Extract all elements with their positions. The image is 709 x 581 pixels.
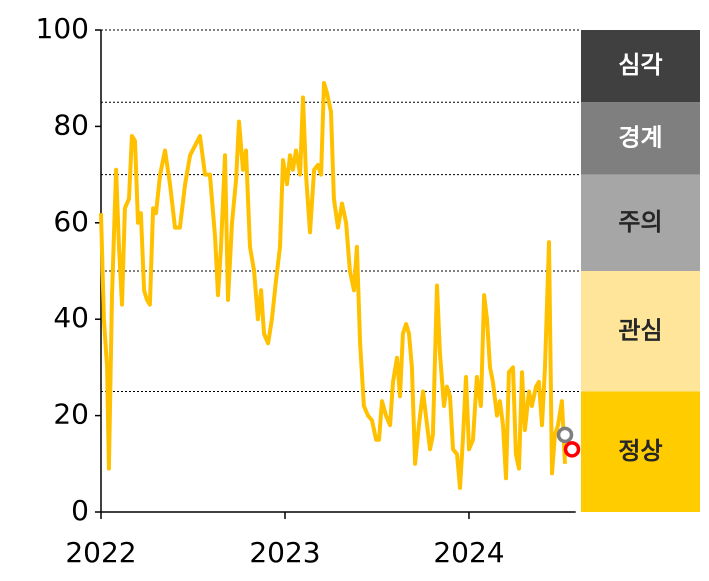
x-tick-label: 2022 [65, 536, 136, 569]
y-tick-label: 60 [53, 205, 89, 238]
status-label: 심각 [618, 51, 662, 79]
y-tick-label: 0 [71, 494, 89, 527]
status-label: 경계 [618, 123, 662, 151]
status-label: 주의 [618, 208, 662, 236]
y-tick-label: 80 [53, 108, 89, 141]
status-band [581, 271, 700, 392]
x-tick-label: 2024 [433, 536, 504, 569]
status-band [581, 30, 700, 103]
status-band [581, 102, 700, 175]
status-band [581, 391, 700, 512]
latest-marker [563, 441, 581, 458]
status-label: 정상 [618, 437, 662, 465]
status-label: 관심 [618, 316, 662, 344]
x-tick-label: 2023 [249, 536, 320, 569]
y-tick-label: 40 [53, 301, 89, 334]
y-tick-label: 20 [53, 398, 89, 431]
latest-marker [556, 426, 574, 444]
status-band [581, 174, 700, 271]
series-line [99, 81, 567, 490]
y-tick-label: 100 [36, 12, 89, 45]
